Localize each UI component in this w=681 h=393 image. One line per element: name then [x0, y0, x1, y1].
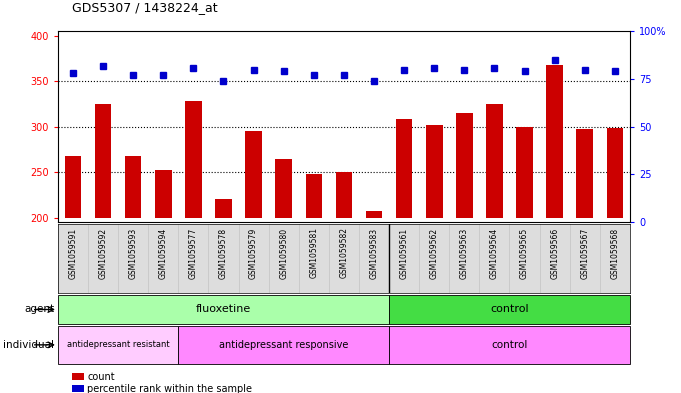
Bar [125, 156, 142, 217]
Text: GSM1059561: GSM1059561 [400, 228, 409, 279]
Text: GSM1059563: GSM1059563 [460, 228, 469, 279]
Text: fluoxetine: fluoxetine [196, 305, 251, 314]
Text: GSM1059582: GSM1059582 [339, 228, 349, 279]
Bar [178, 326, 389, 364]
Bar [245, 131, 262, 217]
Bar [389, 295, 630, 324]
Text: GSM1059566: GSM1059566 [550, 228, 559, 279]
Text: GSM1059594: GSM1059594 [159, 228, 168, 279]
Text: GSM1059562: GSM1059562 [430, 228, 439, 279]
Text: percentile rank within the sample: percentile rank within the sample [87, 384, 252, 393]
Text: antidepressant resistant: antidepressant resistant [67, 340, 170, 349]
Bar [306, 174, 322, 217]
Bar [607, 128, 623, 217]
Bar [275, 158, 292, 217]
Text: GSM1059567: GSM1059567 [580, 228, 589, 279]
Text: antidepressant responsive: antidepressant responsive [219, 340, 349, 350]
Text: GSM1059593: GSM1059593 [129, 228, 138, 279]
Text: control: control [491, 340, 528, 350]
Bar [486, 104, 503, 217]
Text: GSM1059577: GSM1059577 [189, 228, 198, 279]
Text: GSM1059583: GSM1059583 [370, 228, 379, 279]
Text: GSM1059591: GSM1059591 [68, 228, 78, 279]
Text: control: control [490, 305, 529, 314]
Text: GSM1059565: GSM1059565 [520, 228, 529, 279]
Text: GSM1059581: GSM1059581 [309, 228, 318, 279]
Bar [577, 129, 593, 217]
Bar [215, 199, 232, 217]
Text: GSM1059580: GSM1059580 [279, 228, 288, 279]
Bar [396, 119, 413, 217]
Bar [426, 125, 443, 217]
Bar [336, 172, 352, 217]
Text: GDS5307 / 1438224_at: GDS5307 / 1438224_at [72, 1, 217, 14]
Bar [65, 156, 81, 217]
Text: agent: agent [25, 305, 54, 314]
Text: individual: individual [3, 340, 54, 350]
Bar [95, 104, 111, 217]
Bar [456, 113, 473, 217]
Text: GSM1059564: GSM1059564 [490, 228, 499, 279]
Text: GSM1059579: GSM1059579 [249, 228, 258, 279]
Text: GSM1059592: GSM1059592 [99, 228, 108, 279]
Bar [58, 295, 389, 324]
Bar [546, 65, 563, 217]
Bar [185, 101, 202, 217]
Bar [155, 170, 172, 217]
Text: GSM1059578: GSM1059578 [219, 228, 228, 279]
Text: GSM1059568: GSM1059568 [610, 228, 620, 279]
Bar [58, 326, 178, 364]
Bar [366, 211, 382, 217]
Bar [516, 127, 533, 217]
Bar [389, 326, 630, 364]
Text: count: count [87, 372, 115, 382]
